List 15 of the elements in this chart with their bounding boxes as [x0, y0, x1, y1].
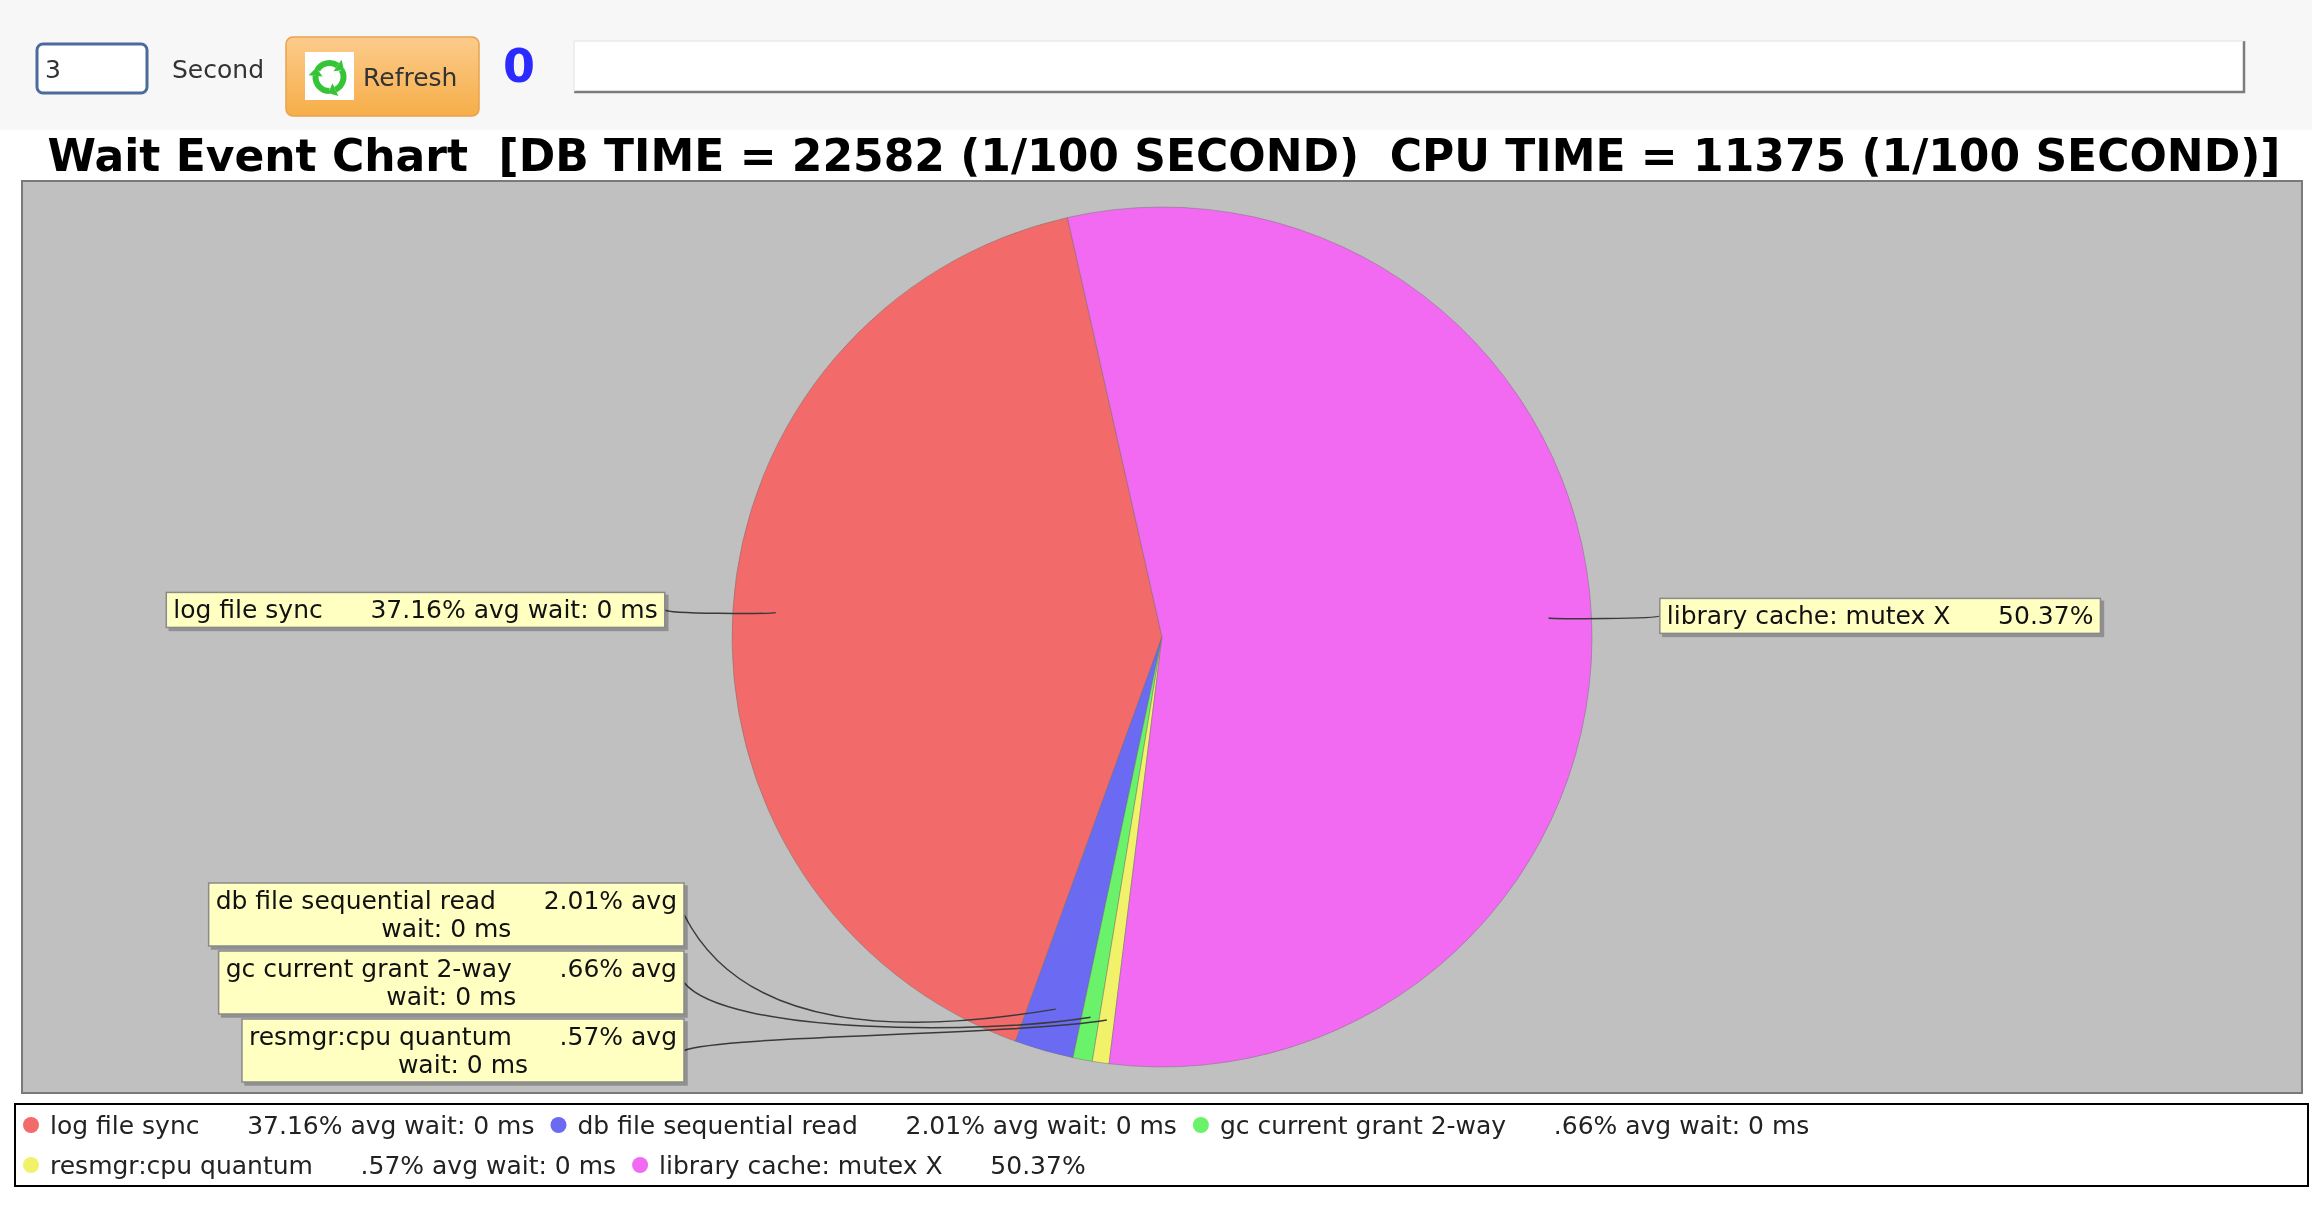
chart-title: Wait Event Chart [DB TIME = 22582 (1/100 SECOND) CPU TIME = 11375 (1/100 SECOND)]	[47, 130, 2281, 181]
text: 3	[45, 55, 61, 84]
slice-label: db file sequential read 2.01% avg wait: 0 ms	[215, 886, 677, 943]
legend-label: library cache: mutex X 50.37%	[659, 1151, 1086, 1180]
slice-label: log file sync 37.16% avg wait: 0 ms	[173, 595, 658, 625]
legend-label: log file sync 37.16% avg wait: 0 ms	[50, 1111, 535, 1140]
legend-label: db file sequential read 2.01% avg wait: 0 ms	[577, 1111, 1177, 1140]
text: 0	[503, 39, 536, 93]
slice-label: library cache: mutex X 50.37%	[1666, 601, 2094, 631]
legend-label: gc current grant 2-way .66% avg wait: 0 ms	[1219, 1111, 1810, 1140]
text: Second	[172, 55, 265, 84]
legend-label: resmgr:cpu quantum .57% avg wait: 0 ms	[50, 1151, 617, 1180]
slice-label: gc current grant 2-way .66% avg wait: 0 ms	[225, 954, 677, 1011]
slice-label: resmgr:cpu quantum .57% avg wait: 0 ms	[248, 1022, 677, 1079]
text: Refresh	[363, 63, 458, 92]
